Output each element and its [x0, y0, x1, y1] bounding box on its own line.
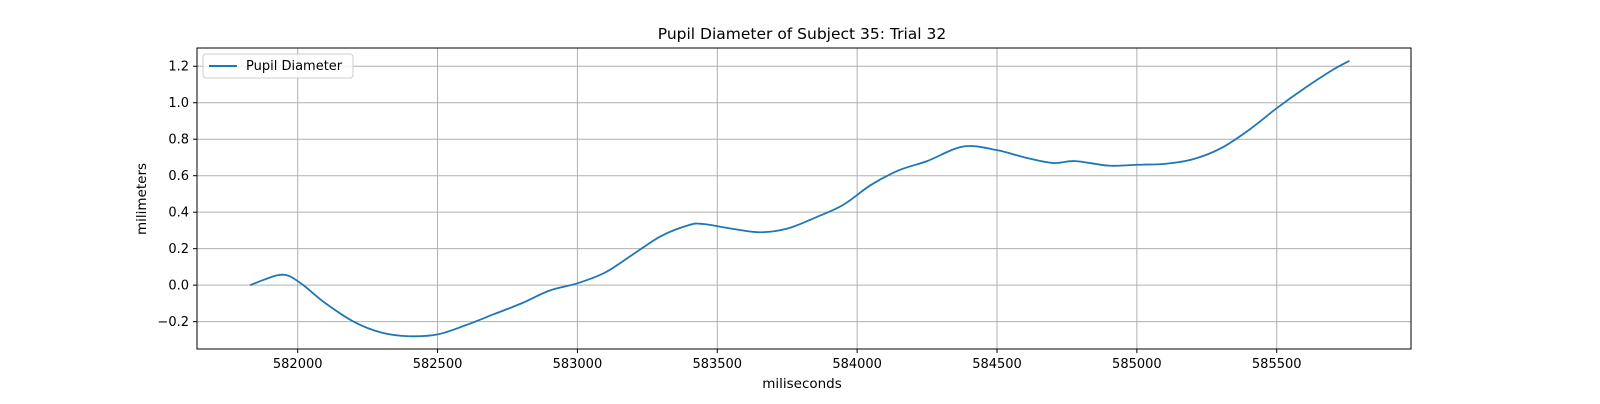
y-tick-label: 1.2 [168, 60, 189, 75]
x-axis-ticks: 582000 582500 583000 583500 584000 584500 5850… [273, 349, 1302, 372]
chart-title: Pupil Diameter of Subject 35: Trial 32 [658, 25, 947, 43]
y-tick-label: 0.8 [168, 133, 189, 148]
x-tick-label: 585500 [1252, 357, 1302, 372]
y-tick-label: 0.2 [168, 242, 189, 257]
y-tick-label: 0.6 [168, 169, 189, 184]
x-tick-label: 582000 [273, 357, 323, 372]
y-axis-ticks: −0.2 0.0 0.2 0.4 0.6 0.8 1.0 1.2 [157, 60, 197, 330]
legend-label: Pupil Diameter [246, 59, 343, 74]
legend-box [202, 53, 354, 79]
x-tick-label: 583500 [692, 357, 742, 372]
x-tick-label: 584500 [972, 357, 1022, 372]
y-tick-label: 1.0 [168, 96, 189, 111]
y-axis-label: milimeters [134, 163, 150, 235]
plot-frame [196, 47, 1412, 350]
grid [197, 48, 1411, 349]
x-axis-label: miliseconds [762, 376, 842, 392]
y-tick-label: −0.2 [157, 315, 189, 330]
y-tick-label: 0.0 [168, 279, 189, 294]
series-layer [249, 59, 1350, 338]
x-tick-label: 582500 [413, 357, 463, 372]
legend: Pupil Diameter [202, 53, 354, 79]
pupil-diameter-series-line [249, 59, 1350, 338]
x-tick-label: 584000 [832, 357, 882, 372]
x-tick-label: 583000 [553, 357, 603, 372]
x-tick-label: 585000 [1112, 357, 1162, 372]
y-tick-label: 0.4 [168, 206, 189, 221]
